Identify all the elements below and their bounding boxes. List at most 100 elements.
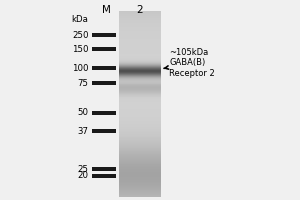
Bar — [118, 64, 160, 65]
Bar — [118, 115, 160, 116]
Text: 20: 20 — [77, 171, 88, 180]
Bar — [92, 81, 116, 85]
Bar — [118, 163, 160, 164]
Bar — [118, 122, 160, 123]
Bar — [118, 29, 160, 30]
Bar — [118, 114, 160, 115]
Bar — [118, 74, 160, 75]
Bar — [118, 31, 160, 32]
Bar — [118, 44, 160, 45]
Text: 2: 2 — [136, 5, 143, 15]
Bar — [118, 141, 160, 142]
Bar — [118, 189, 160, 190]
Bar — [118, 147, 160, 148]
Bar — [118, 146, 160, 147]
Bar — [118, 138, 160, 139]
Bar — [118, 46, 160, 47]
Bar — [118, 57, 160, 58]
Bar — [118, 11, 160, 12]
Bar — [118, 130, 160, 131]
Bar — [118, 85, 160, 86]
Text: 100: 100 — [72, 64, 88, 73]
Bar — [118, 102, 160, 103]
Bar — [118, 127, 160, 128]
Bar — [118, 78, 160, 79]
Text: 150: 150 — [72, 45, 88, 53]
Bar — [118, 181, 160, 182]
Bar — [118, 73, 160, 74]
Bar — [118, 136, 160, 137]
Bar — [118, 126, 160, 127]
Bar — [92, 129, 116, 133]
Bar — [92, 111, 116, 115]
Text: 25: 25 — [77, 164, 88, 173]
Bar — [118, 150, 160, 151]
Bar — [118, 71, 160, 72]
Bar — [118, 50, 160, 51]
Bar — [118, 168, 160, 169]
Bar — [118, 178, 160, 179]
Bar — [118, 25, 160, 26]
Bar — [118, 49, 160, 50]
Bar — [118, 166, 160, 167]
Bar — [118, 81, 160, 82]
Bar — [118, 41, 160, 42]
Bar — [118, 56, 160, 57]
Bar — [118, 131, 160, 132]
Bar — [118, 13, 160, 14]
Bar — [118, 88, 160, 89]
Bar — [118, 76, 160, 77]
Bar — [118, 145, 160, 146]
Bar — [118, 103, 160, 104]
Bar — [118, 154, 160, 155]
Bar — [118, 176, 160, 177]
Bar — [118, 196, 160, 197]
Bar — [118, 14, 160, 15]
Bar — [118, 149, 160, 150]
Bar — [118, 20, 160, 21]
Bar — [118, 40, 160, 41]
Bar — [118, 164, 160, 165]
Bar — [118, 65, 160, 66]
Bar — [118, 165, 160, 166]
Bar — [118, 33, 160, 34]
Text: ~105kDa
GABA(B)
Receptor 2: ~105kDa GABA(B) Receptor 2 — [164, 48, 215, 78]
Bar — [118, 182, 160, 183]
Bar — [118, 63, 160, 64]
Bar — [118, 117, 160, 118]
Bar — [118, 121, 160, 122]
Bar — [118, 94, 160, 95]
Bar — [118, 68, 160, 69]
Bar — [118, 22, 160, 23]
Bar — [118, 18, 160, 19]
Bar — [118, 17, 160, 18]
Bar — [118, 113, 160, 114]
Bar — [118, 37, 160, 38]
Bar — [118, 104, 160, 105]
Bar — [118, 179, 160, 180]
Bar — [118, 84, 160, 85]
Bar — [118, 133, 160, 134]
Bar — [118, 36, 160, 37]
Bar — [118, 101, 160, 102]
Bar — [118, 173, 160, 174]
Bar — [118, 191, 160, 192]
Bar — [92, 33, 116, 37]
Bar — [118, 180, 160, 181]
Bar — [118, 105, 160, 106]
Bar — [118, 143, 160, 144]
Bar — [118, 90, 160, 91]
Bar — [118, 15, 160, 16]
Bar — [118, 134, 160, 135]
Bar — [118, 61, 160, 62]
Bar — [118, 58, 160, 59]
Text: M: M — [102, 5, 111, 15]
Bar — [118, 48, 160, 49]
Bar — [118, 39, 160, 40]
Bar — [118, 24, 160, 25]
Bar — [118, 187, 160, 188]
Bar — [118, 80, 160, 81]
Bar — [118, 12, 160, 13]
Bar — [118, 87, 160, 88]
Bar — [118, 51, 160, 52]
